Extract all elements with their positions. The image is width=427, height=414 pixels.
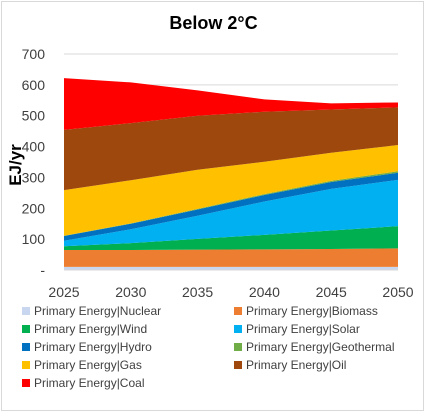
y-tick-label: 500 (22, 108, 46, 124)
area-series-hydro (64, 172, 398, 241)
legend-swatch (234, 360, 242, 369)
area-series-solar (64, 179, 398, 247)
y-tick-label: 100 (22, 231, 46, 247)
area-layer (64, 78, 398, 270)
legend-item: Primary Energy|Hydro (22, 340, 152, 354)
area-series-coal (64, 78, 398, 130)
chart-plot: - 100 200 300 400 500 600 700 2025 2030 2035 2040 20… (22, 46, 414, 300)
legend-swatch (22, 378, 30, 387)
legend-label: Primary Energy|Solar (246, 322, 360, 336)
legend-label: Primary Energy|Coal (34, 376, 145, 390)
legend-swatch (22, 306, 30, 315)
x-tick-label: 2030 (115, 284, 146, 300)
legend-swatch (22, 360, 30, 369)
y-tick-label: 200 (22, 200, 46, 216)
y-tick-label: 600 (22, 77, 46, 93)
legend-label: Primary Energy|Biomass (246, 304, 378, 318)
legend-item: Primary Energy|Biomass (234, 304, 378, 318)
legend-label: Primary Energy|Gas (34, 358, 142, 372)
area-series-biomass (64, 248, 398, 267)
area-series-geothermal (64, 171, 398, 237)
legend-label: Primary Energy|Wind (34, 322, 148, 336)
legend-swatch (22, 342, 30, 351)
x-tick-label: 2050 (382, 284, 413, 300)
x-tick-label: 2035 (182, 284, 213, 300)
y-tick-label: 400 (22, 139, 46, 155)
legend-item: Primary Energy|Coal (22, 376, 144, 390)
legend-label: Primary Energy|Geothermal (246, 340, 395, 354)
legend-label: Primary Energy|Hydro (34, 340, 152, 354)
area-series-oil (64, 107, 398, 191)
legend-swatch (22, 324, 30, 333)
axis-layer: - 100 200 300 400 500 600 700 2025 2030 2035 2040 20… (22, 46, 414, 300)
x-tick-label: 2025 (48, 284, 79, 300)
legend-item: Primary Energy|Geothermal (234, 340, 395, 354)
chart-title: Below 2°C (169, 13, 258, 33)
legend-label: Primary Energy|Nuclear (34, 304, 162, 318)
area-series-wind (64, 226, 398, 250)
legend-item: Primary Energy|Solar (234, 322, 360, 336)
y-tick-label: 300 (22, 169, 46, 185)
y-tick-label: - (40, 262, 45, 278)
area-series-nuclear (64, 266, 398, 270)
area-series-gas (64, 145, 398, 236)
legend-label: Primary Energy|Oil (246, 358, 347, 372)
legend-item: Primary Energy|Oil (234, 358, 346, 372)
legend-swatch (234, 324, 242, 333)
x-tick-label: 2040 (249, 284, 280, 300)
x-tick-label: 2045 (316, 284, 347, 300)
y-tick-label: 700 (22, 46, 46, 62)
legend-swatch (234, 306, 242, 315)
legend-item: Primary Energy|Gas (22, 358, 142, 372)
legend-item: Primary Energy|Wind (22, 322, 147, 336)
legend-item: Primary Energy|Nuclear (22, 304, 161, 318)
legend-swatch (234, 342, 242, 351)
